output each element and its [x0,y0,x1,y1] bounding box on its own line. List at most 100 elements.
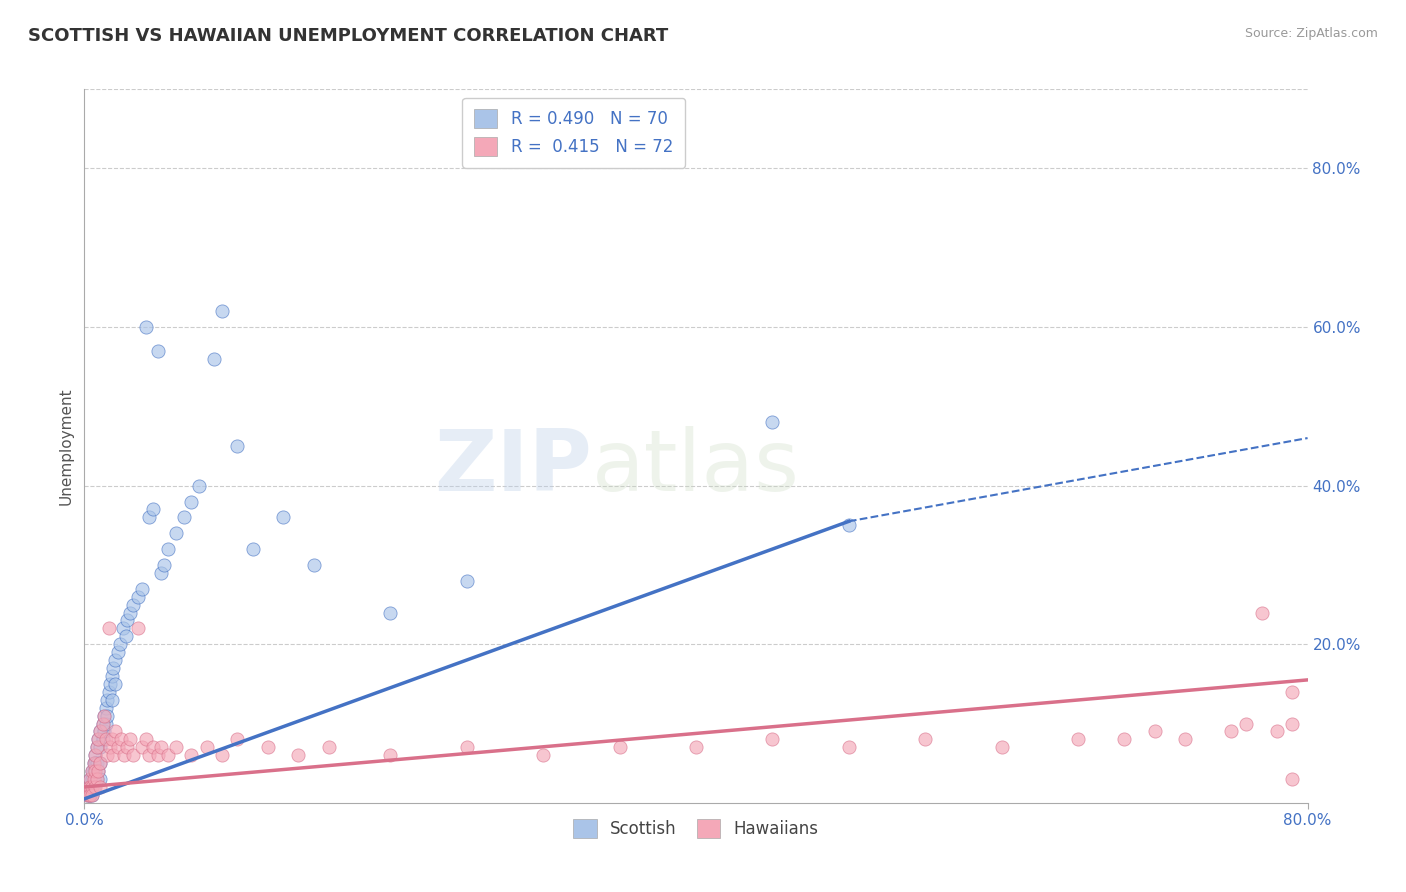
Point [96,692,118,706]
Text: Source: ZipAtlas.com: Source: ZipAtlas.com [1244,27,1378,40]
Point [86,740,108,755]
Point [302,558,325,572]
Point [80,780,103,794]
Point [127,590,149,604]
Point [138,510,160,524]
Point [83,756,105,771]
Point [107,740,129,755]
Point [87,732,110,747]
Point [287,748,309,763]
Point [1265,724,1288,739]
Point [127,621,149,635]
Point [89,724,111,739]
Text: ZIP: ZIP [434,425,592,509]
Point [838,518,860,533]
Point [188,478,211,492]
Point [226,732,249,747]
Y-axis label: Unemployment: Unemployment [58,387,73,505]
Point [1174,732,1197,747]
Point [76,788,98,802]
Point [1281,772,1303,786]
Point [104,653,127,667]
Point [101,692,124,706]
Point [122,598,145,612]
Point [991,740,1014,755]
Point [93,708,115,723]
Point [380,606,402,620]
Point [97,621,120,635]
Point [120,732,142,747]
Point [157,748,180,763]
Point [149,740,172,755]
Point [180,748,202,763]
Point [211,304,233,318]
Point [91,716,114,731]
Point [84,748,107,763]
Point [114,629,136,643]
Point [93,724,115,739]
Point [79,772,101,786]
Point [84,756,107,771]
Point [122,748,145,763]
Point [93,708,115,723]
Point [89,724,111,739]
Point [96,708,118,723]
Point [87,764,110,778]
Point [87,732,110,747]
Point [1067,732,1090,747]
Point [104,724,127,739]
Point [91,716,114,731]
Point [157,542,180,557]
Point [914,732,936,747]
Point [80,764,103,778]
Point [87,764,110,778]
Point [94,732,117,747]
Point [80,772,103,786]
Point [77,780,100,794]
Point [98,677,121,691]
Point [149,566,172,580]
Point [86,772,108,786]
Point [77,788,100,802]
Point [110,732,132,747]
Point [456,574,478,588]
Point [84,780,107,794]
Point [609,740,631,755]
Point [1114,732,1136,747]
Point [153,558,176,572]
Point [146,748,169,763]
Point [242,542,264,557]
Point [86,772,108,786]
Point [103,748,125,763]
Point [94,716,117,731]
Point [83,764,105,778]
Point [165,740,187,755]
Point [84,772,107,786]
Point [112,748,135,763]
Point [77,780,100,794]
Point [79,780,101,794]
Point [86,740,108,755]
Point [96,748,118,763]
Point [1281,685,1303,699]
Point [111,621,134,635]
Point [84,748,107,763]
Point [79,788,101,802]
Point [101,669,124,683]
Point [142,502,165,516]
Point [80,764,103,778]
Point [685,740,707,755]
Point [120,606,142,620]
Point [77,788,100,802]
Point [89,780,111,794]
Point [89,740,111,755]
Point [76,788,98,802]
Point [380,748,402,763]
Point [86,756,108,771]
Point [80,788,103,802]
Point [761,732,783,747]
Point [94,700,117,714]
Point [101,732,124,747]
Point [138,748,160,763]
Point [97,685,120,699]
